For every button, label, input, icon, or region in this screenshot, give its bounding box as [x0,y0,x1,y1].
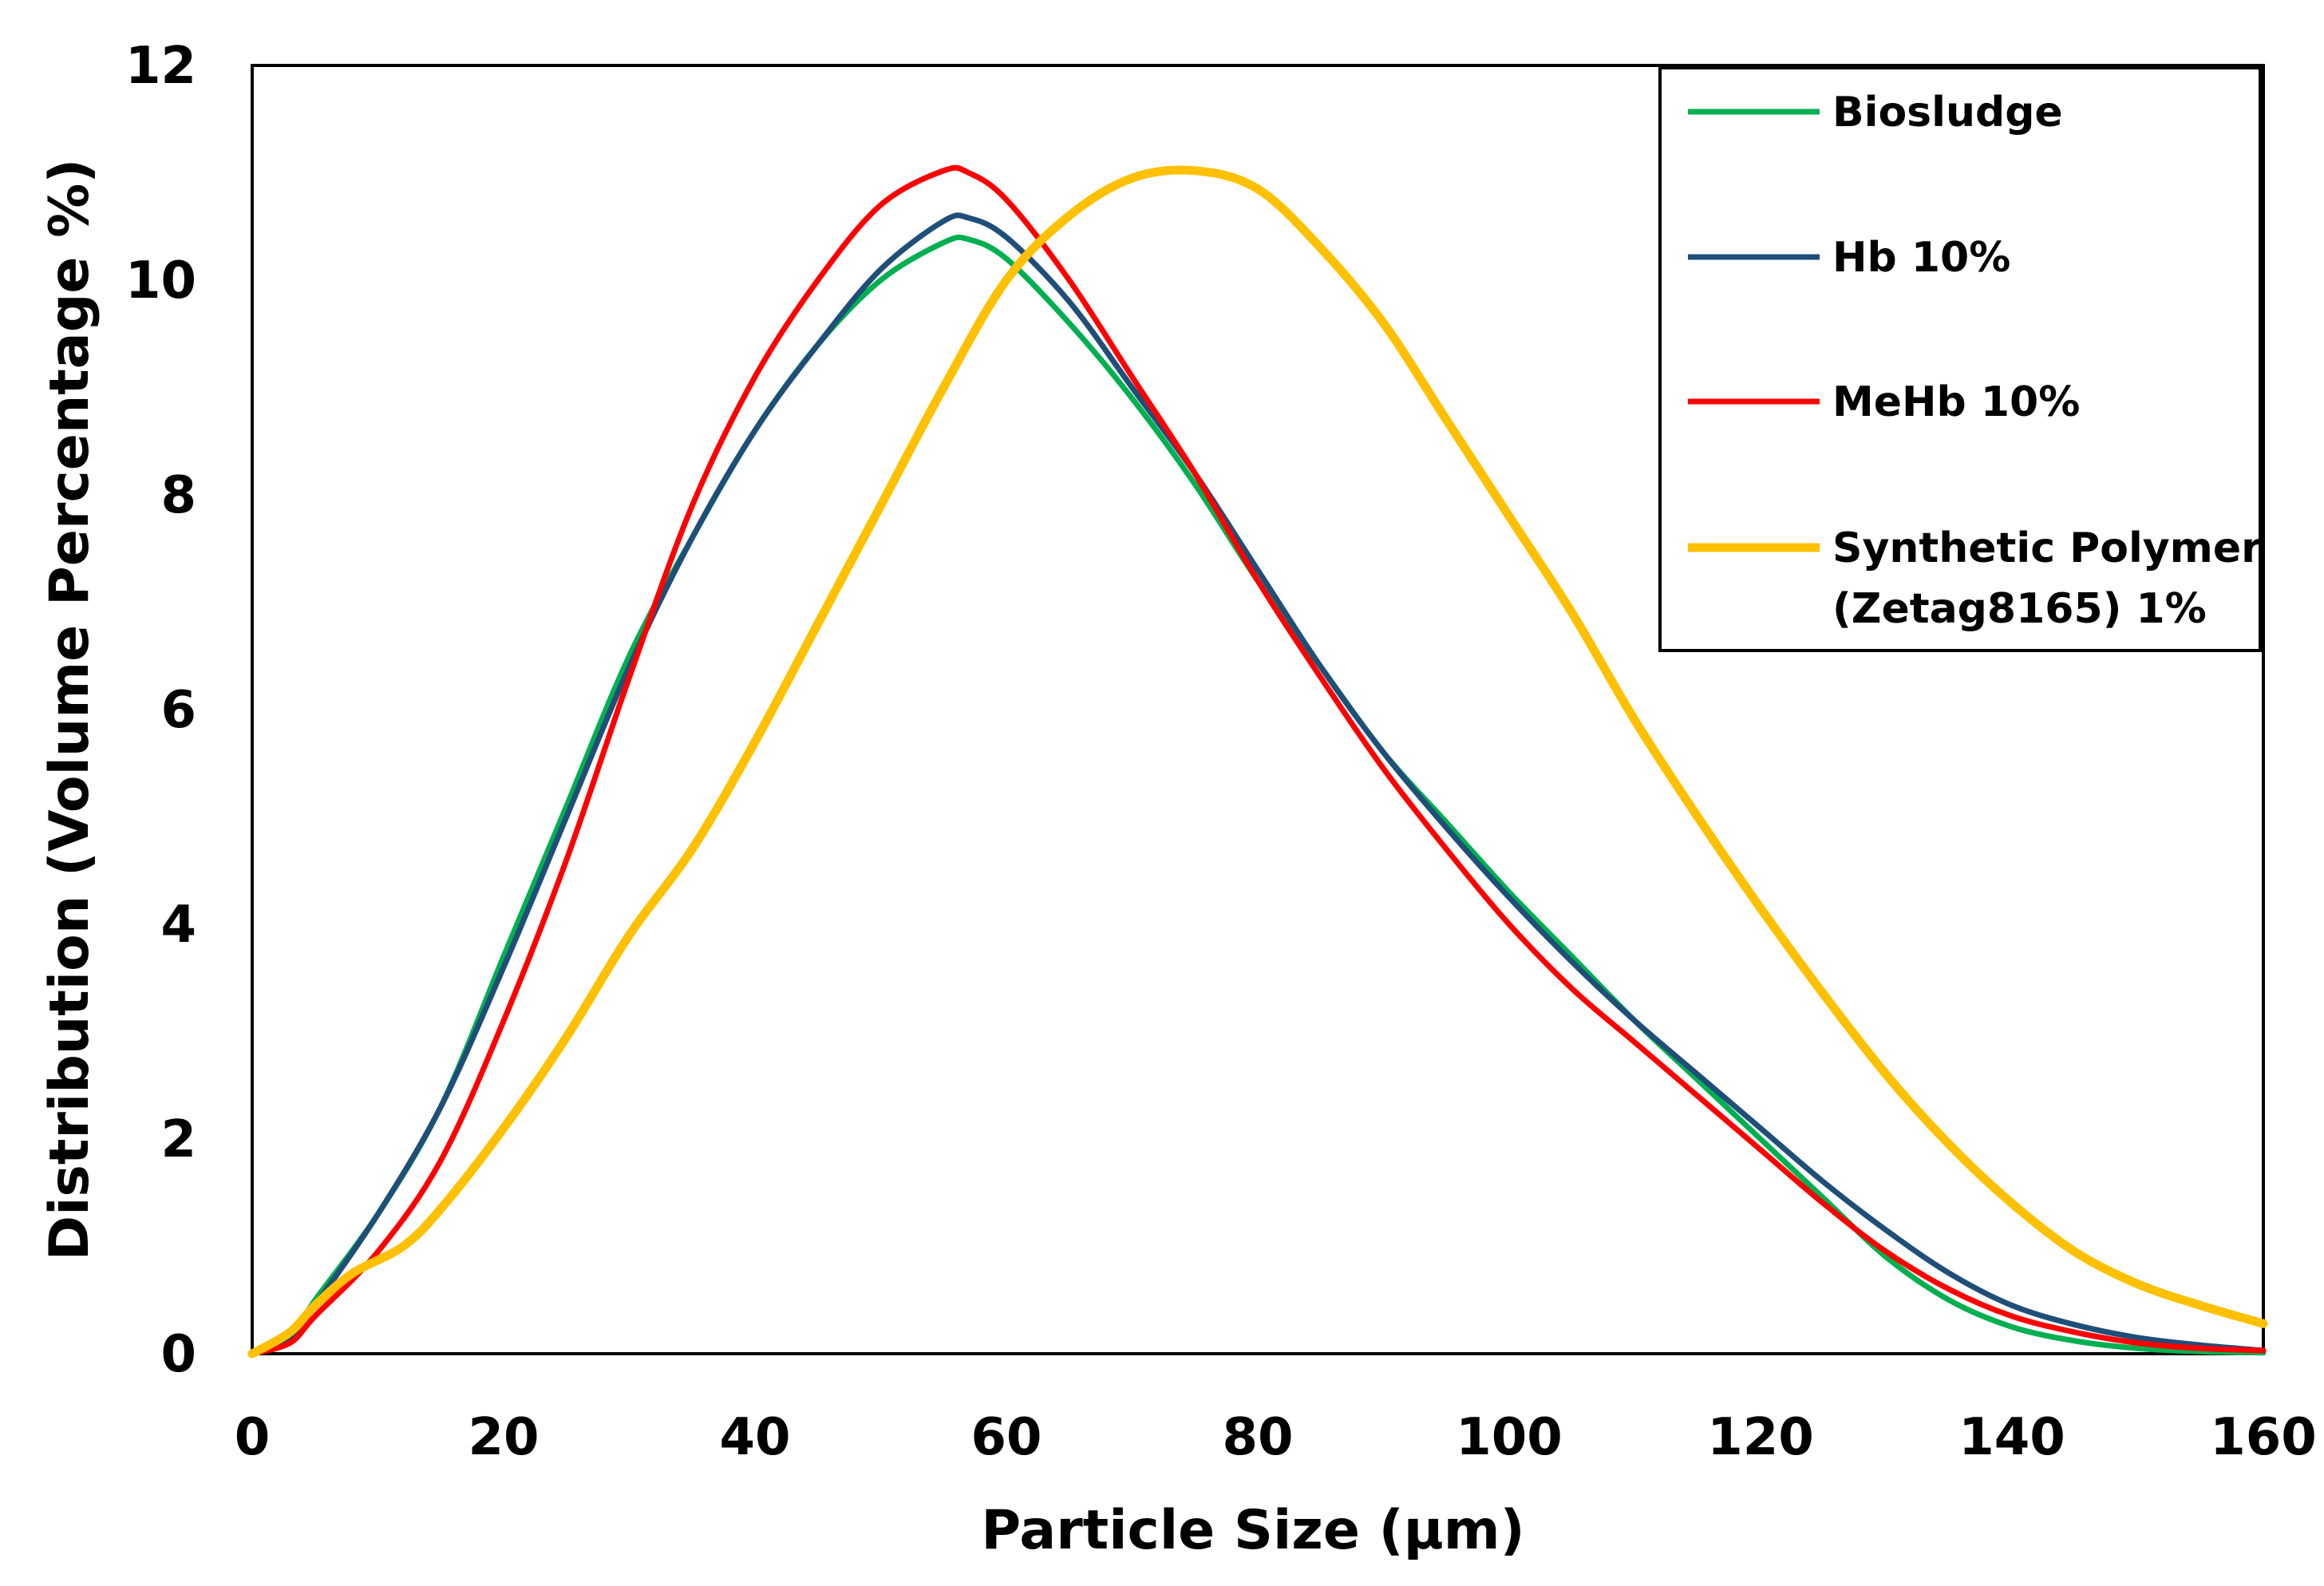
legend-box [1658,66,2262,652]
legend-label: Hb 10% [1832,234,2010,282]
x-axis-title: Particle Size (µm) [981,1499,1524,1562]
y-tick-label: 8 [160,466,196,525]
x-tick-label: 80 [1222,1408,1293,1467]
x-axis-ticks: 0 20 40 60 80 100 120 140 160 [235,1408,2317,1467]
y-tick-label: 4 [160,896,196,955]
legend-label: Biosludge [1832,89,2063,136]
x-tick-label: 20 [468,1408,539,1467]
legend: Biosludge Hb 10% MeHb 10% Synthetic Polymer… [1658,66,2262,652]
y-tick-label: 0 [160,1325,196,1384]
y-axis-title: Distribution (Volume Percentage %) [38,159,101,1261]
x-tick-label: 100 [1456,1408,1563,1467]
legend-label: MeHb 10% [1832,378,2080,426]
x-tick-label: 120 [1707,1408,1814,1467]
y-tick-label: 12 [125,37,196,96]
legend-label: Synthetic Polymer [1832,524,2262,572]
series-line-4 [247,165,2268,1359]
x-tick-label: 140 [1958,1408,2065,1467]
x-tick-label: 160 [2210,1408,2317,1467]
x-tick-label: 0 [235,1408,271,1467]
series-layer [247,164,2268,1359]
x-tick-label: 40 [719,1408,790,1467]
x-tick-label: 60 [970,1408,1041,1467]
series-line-3 [249,164,2267,1357]
legend-label: (Zetag8165) 1% [1832,585,2207,633]
y-tick-label: 6 [160,681,196,740]
y-axis-ticks: 0 2 4 6 8 10 12 [125,37,196,1384]
y-tick-label: 2 [160,1110,196,1169]
series-line-2 [249,212,2267,1357]
y-tick-label: 10 [125,251,196,310]
